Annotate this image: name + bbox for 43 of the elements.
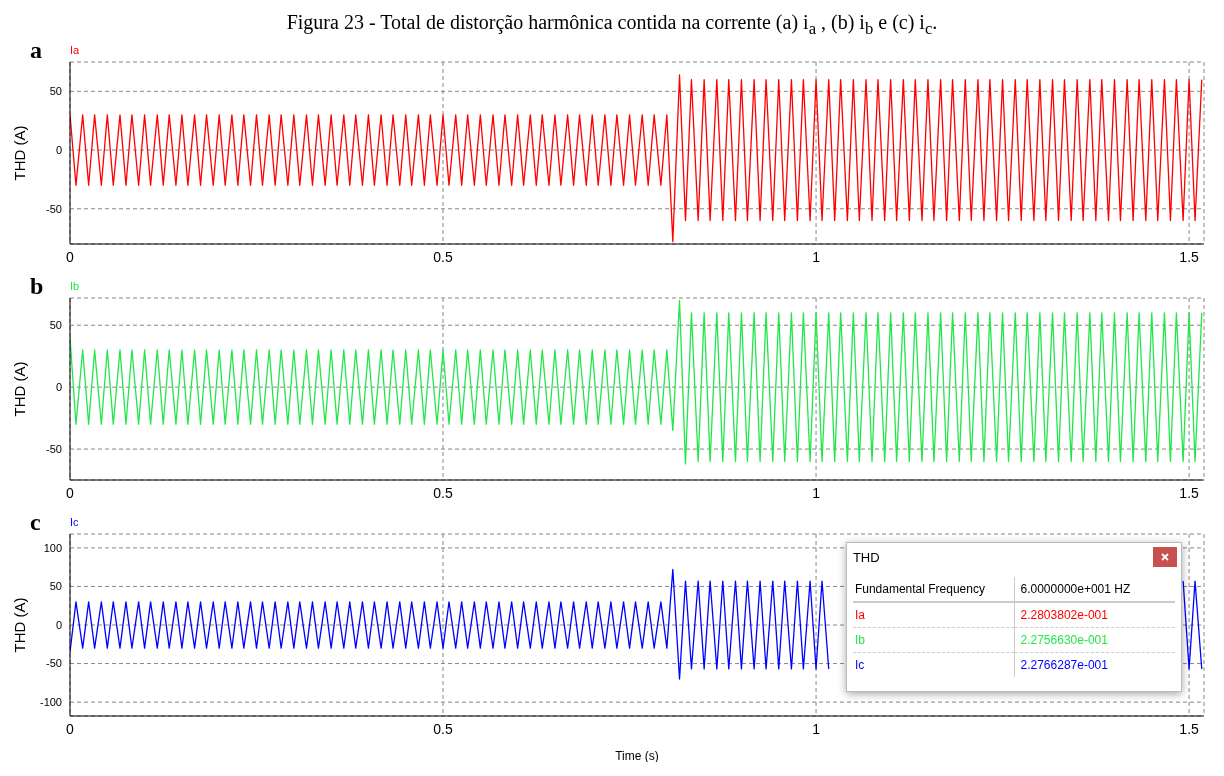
text: THD [852,549,880,565]
annotation: Ia [852,603,1014,628]
x-tick-label: 1.5 [1179,248,1200,265]
y-tick-label: -50 [46,202,62,215]
y-tick-label: 100 [43,541,62,554]
annotation: 6.0000000e+001 HZ [1014,577,1176,603]
annotation: Fundamental Frequency [852,577,1014,603]
y-axis-title: THD (A) [11,597,29,653]
y-tick-label: -50 [46,657,62,670]
text: Ib [70,280,80,292]
chart-title: Figura 23 - Total de distorção harmônica contida na corrente (a) i$_{a}$ , (b) i$_{b}$ e (c) i$_{c}$. [285,10,939,38]
y-tick-label: 0 [55,143,62,156]
y-axis-title: THD (A) [11,361,29,417]
x-tick-label: 0 [66,248,75,265]
text: Ic [70,516,79,528]
chart-subtitle: a [30,37,42,63]
x-axis-title: Time (s) [615,749,659,763]
text: Ia [70,44,80,56]
annotation: Ib [852,628,1014,653]
annotation: 2.2766287e-001 [1019,657,1109,674]
x-tick-label: 0 [66,484,75,501]
annotation: Ic [853,657,866,674]
x-tick-label: 1.5 [1179,484,1200,501]
chart-subtitle: c [30,509,41,535]
y-tick-label: 0 [55,618,62,631]
y-tick-label: -100 [39,696,62,709]
x-tick-label: 1 [812,484,821,501]
annotation: 2.2756630e-001 [1014,628,1176,653]
y-tick-label: 0 [55,381,62,394]
x-tick-label: 0.5 [433,484,453,501]
y-axis-title: THD (A) [11,125,29,181]
x-tick-label: 1 [812,720,821,737]
y-tick-label: 50 [49,85,62,98]
y-tick-label: 50 [49,319,62,332]
y-tick-label: -50 [46,442,62,455]
y-tick-label: 50 [49,580,62,593]
x-tick-label: 0.5 [433,720,453,737]
x-tick-label: 0 [66,720,75,737]
chart-subtitle: b [30,273,44,299]
x-tick-label: 1.5 [1179,720,1200,737]
x-tick-label: 0.5 [433,248,453,265]
x-tick-label: 1 [812,248,821,265]
annotation: 2.2803802e-001 [1014,603,1176,628]
